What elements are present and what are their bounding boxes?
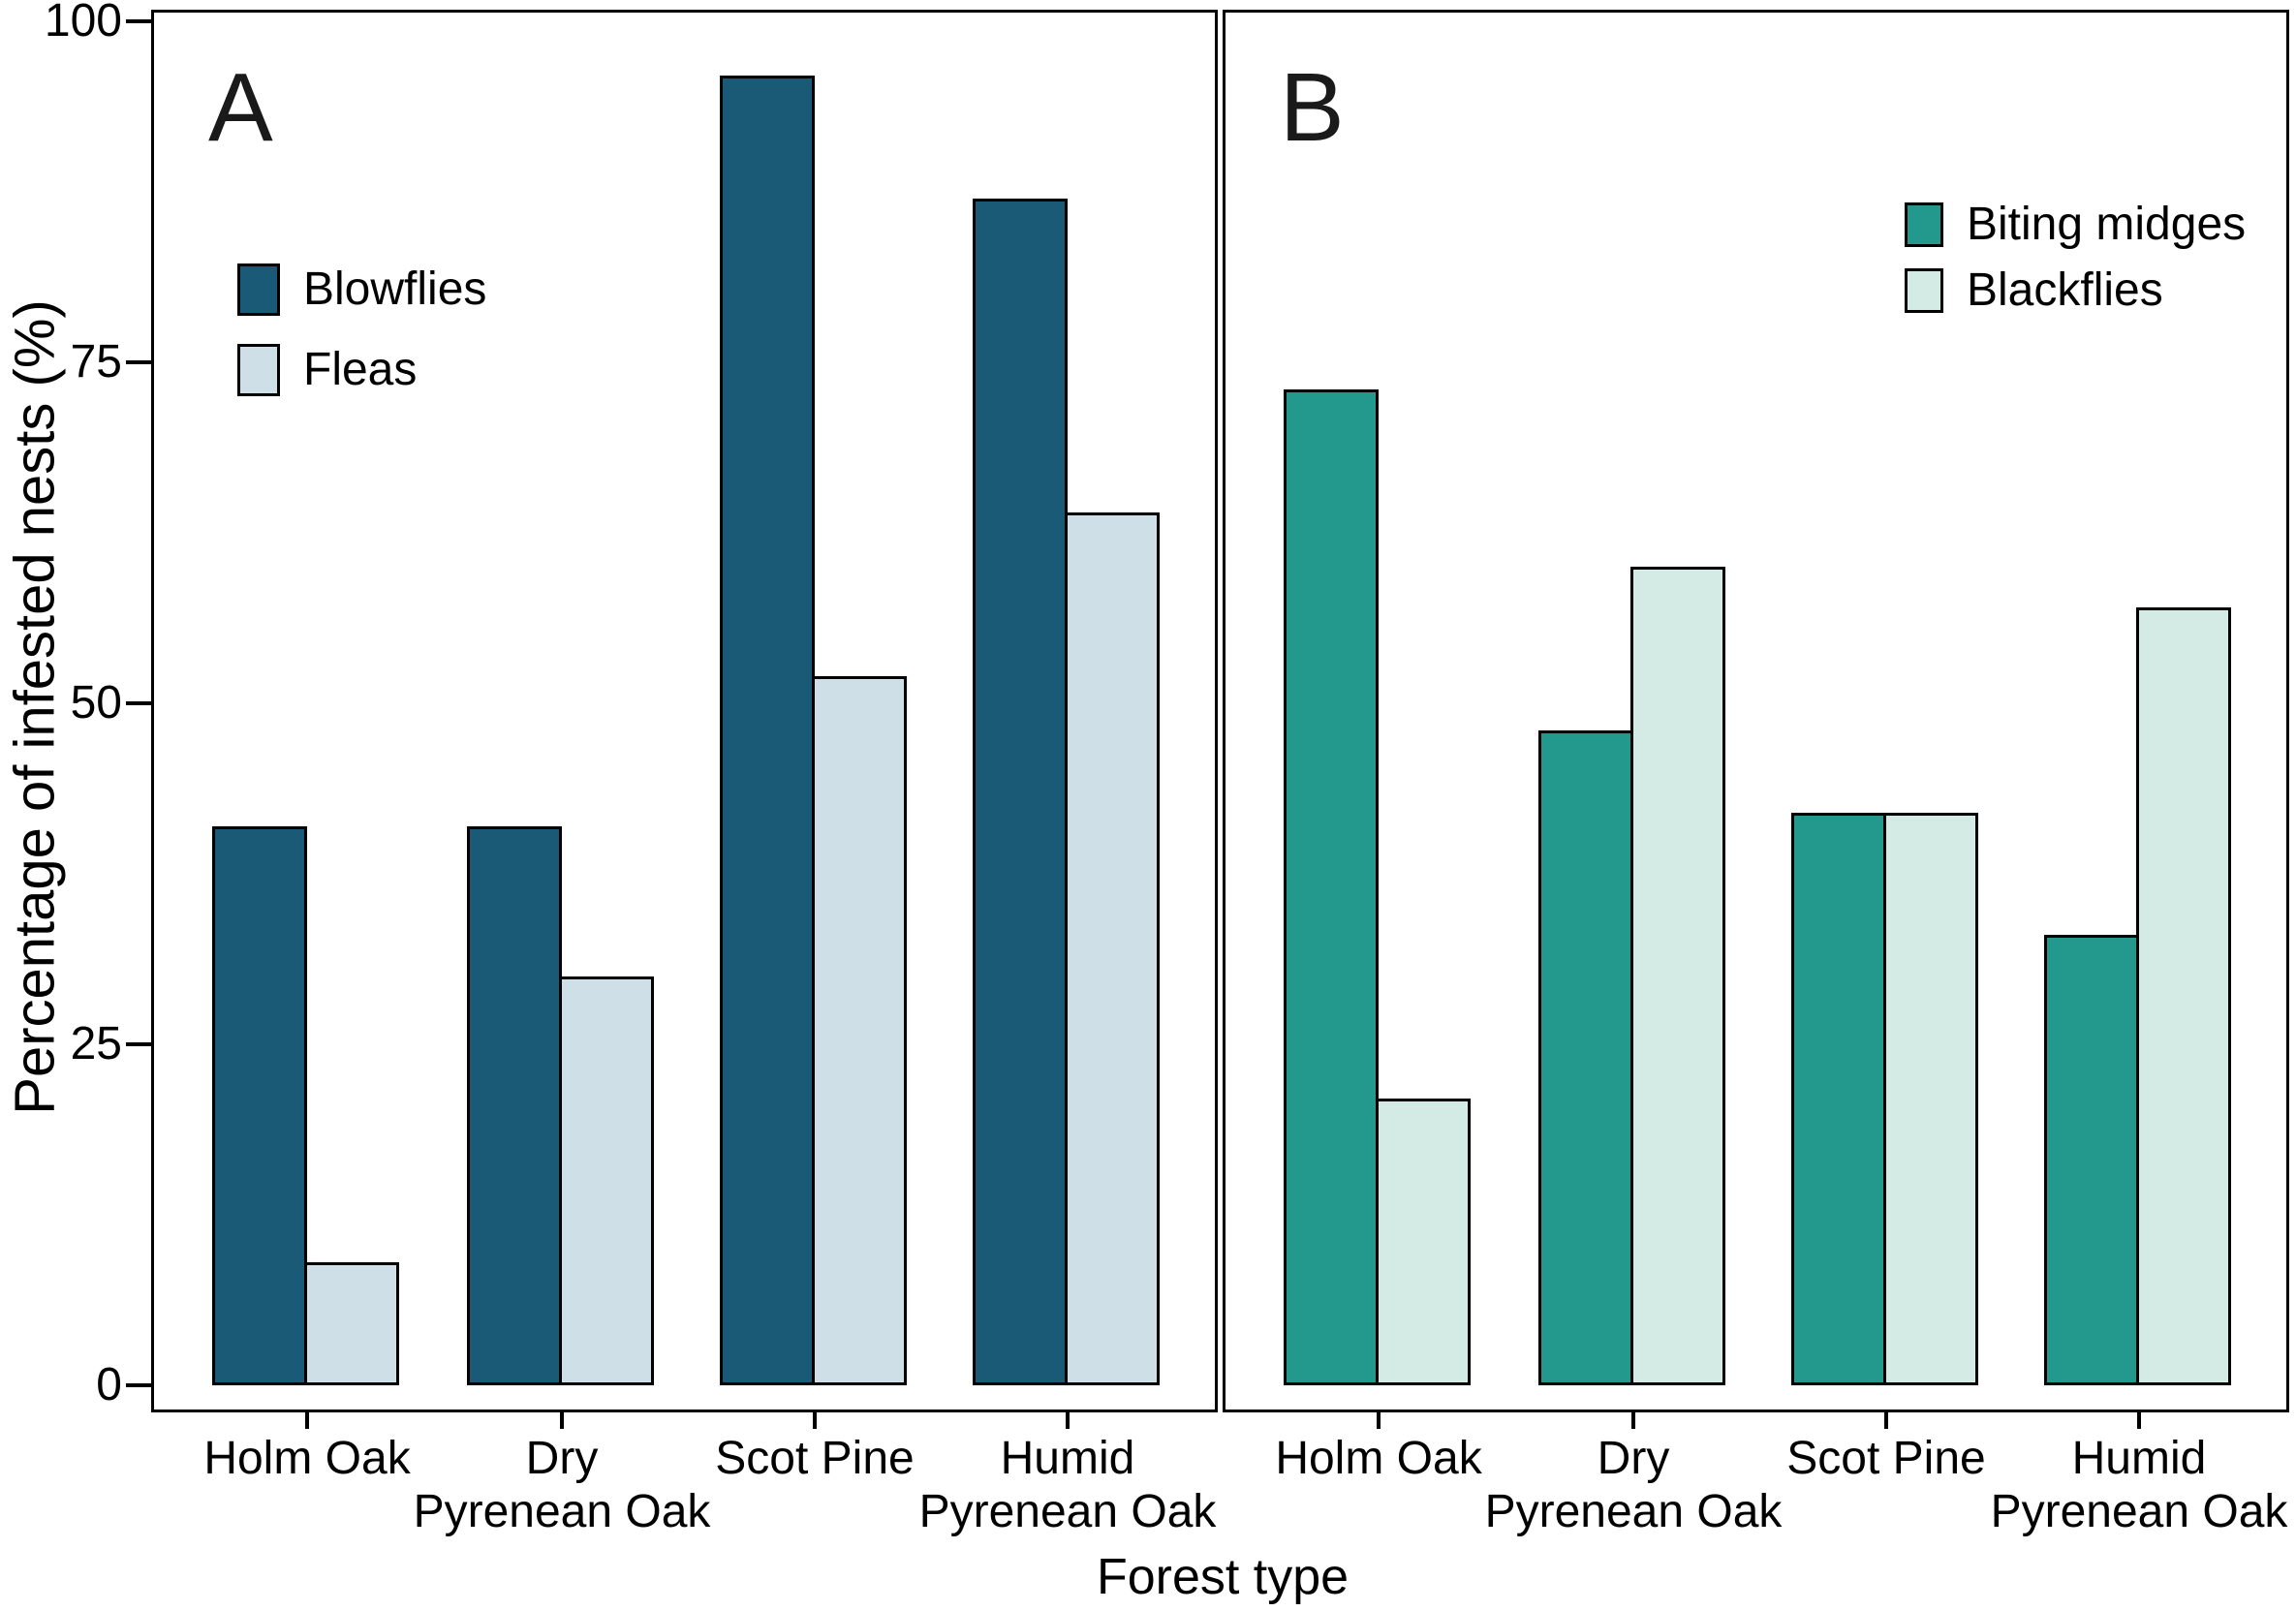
legend-row-fleas: Fleas bbox=[237, 343, 417, 396]
x-category-label-line: Holm Oak bbox=[1275, 1433, 1482, 1484]
x-category-label-scot-pine: Scot Pine bbox=[1673, 1432, 2099, 1485]
y-tick-mark bbox=[126, 1042, 152, 1046]
y-tick-label: 100 bbox=[44, 0, 122, 46]
bar-biting-midges-dry-pyrenean-oak bbox=[1538, 730, 1633, 1385]
legend-label-blowflies: Blowflies bbox=[303, 263, 487, 315]
y-tick-mark bbox=[126, 19, 152, 23]
bar-fleas-dry-pyrenean-oak bbox=[559, 976, 654, 1385]
x-category-label-scot-pine: Scot Pine bbox=[602, 1432, 1028, 1485]
bar-blowflies-scot-pine bbox=[720, 76, 815, 1385]
x-category-label-line: Pyrenean Oak bbox=[1990, 1486, 2288, 1537]
legend-label-blackflies: Blackflies bbox=[1967, 264, 2163, 316]
bar-blackflies-humid-pyrenean-oak bbox=[2136, 607, 2231, 1385]
y-tick-label: 25 bbox=[70, 1018, 122, 1069]
x-tick-mark bbox=[2137, 1412, 2141, 1429]
bar-biting-midges-holm-oak bbox=[1284, 389, 1379, 1385]
x-category-label-dry-pyrenean-oak: Dry Pyrenean Oak bbox=[349, 1432, 775, 1538]
x-category-label-line: Pyrenean Oak bbox=[1484, 1486, 1783, 1537]
legend-swatch-blowflies bbox=[237, 263, 280, 316]
x-tick-mark bbox=[1066, 1412, 1070, 1429]
x-category-label-line: Humid bbox=[2071, 1433, 2207, 1484]
x-tick-mark bbox=[1377, 1412, 1381, 1429]
x-tick-mark bbox=[1884, 1412, 1888, 1429]
x-category-label-line: Scot Pine bbox=[715, 1433, 915, 1484]
x-tick-mark bbox=[1631, 1412, 1635, 1429]
legend-row-blackflies: Blackflies bbox=[1905, 263, 2163, 317]
bar-blowflies-holm-oak bbox=[212, 825, 307, 1385]
y-tick-mark bbox=[126, 360, 152, 364]
y-tick-label: 75 bbox=[70, 336, 122, 387]
x-category-label-humid-pyrenean-oak: Humid Pyrenean Oak bbox=[1926, 1432, 2296, 1538]
x-category-label-dry-pyrenean-oak: Dry Pyrenean Oak bbox=[1420, 1432, 1846, 1538]
x-category-label-line: Humid bbox=[1000, 1433, 1135, 1484]
bar-blowflies-dry-pyrenean-oak bbox=[467, 825, 562, 1385]
bar-blackflies-scot-pine bbox=[1883, 812, 1978, 1385]
legend-row-biting-midges: Biting midges bbox=[1905, 198, 2246, 251]
panel-a: A Blowflies Fleas bbox=[151, 10, 1218, 1412]
x-category-label-holm-oak: Holm Oak bbox=[1165, 1432, 1592, 1485]
y-tick-mark bbox=[126, 1383, 152, 1387]
bar-fleas-humid-pyrenean-oak bbox=[1065, 511, 1160, 1385]
x-tick-mark bbox=[305, 1412, 309, 1429]
bar-blowflies-humid-pyrenean-oak bbox=[973, 199, 1068, 1385]
y-tick-mark bbox=[126, 701, 152, 705]
legend-label-biting-midges: Biting midges bbox=[1967, 199, 2247, 250]
x-category-label-line: Scot Pine bbox=[1786, 1433, 1986, 1484]
bar-biting-midges-humid-pyrenean-oak bbox=[2044, 935, 2139, 1385]
x-category-label-humid-pyrenean-oak: Humid Pyrenean Oak bbox=[854, 1432, 1281, 1538]
bar-blackflies-holm-oak bbox=[1376, 1099, 1471, 1385]
x-category-label-line: Dry bbox=[1597, 1433, 1670, 1484]
x-category-label-line: Holm Oak bbox=[203, 1433, 411, 1484]
x-category-label-line: Pyrenean Oak bbox=[918, 1486, 1217, 1537]
bar-fleas-scot-pine bbox=[812, 675, 907, 1385]
x-category-label-holm-oak: Holm Oak bbox=[94, 1432, 520, 1485]
x-category-label-line: Pyrenean Oak bbox=[413, 1486, 711, 1537]
x-axis-title: Forest type bbox=[1096, 1549, 1350, 1605]
legend-row-blowflies: Blowflies bbox=[237, 263, 486, 316]
panel-b: B Biting midges Blackflies bbox=[1223, 10, 2289, 1412]
bar-fleas-holm-oak bbox=[304, 1262, 399, 1385]
bar-blackflies-dry-pyrenean-oak bbox=[1630, 567, 1725, 1385]
panel-a-label: A bbox=[208, 53, 273, 162]
x-tick-mark bbox=[813, 1412, 817, 1429]
y-tick-label: 50 bbox=[70, 677, 122, 728]
bar-biting-midges-scot-pine bbox=[1791, 812, 1886, 1385]
x-category-label-line: Dry bbox=[525, 1433, 599, 1484]
legend-swatch-blackflies bbox=[1905, 267, 1943, 313]
x-tick-mark bbox=[560, 1412, 564, 1429]
y-tick-label: 0 bbox=[96, 1359, 122, 1410]
legend-swatch-biting-midges bbox=[1905, 201, 1943, 247]
legend-label-fleas: Fleas bbox=[303, 344, 418, 395]
legend-swatch-fleas bbox=[237, 343, 280, 396]
panel-b-label: B bbox=[1280, 53, 1345, 162]
